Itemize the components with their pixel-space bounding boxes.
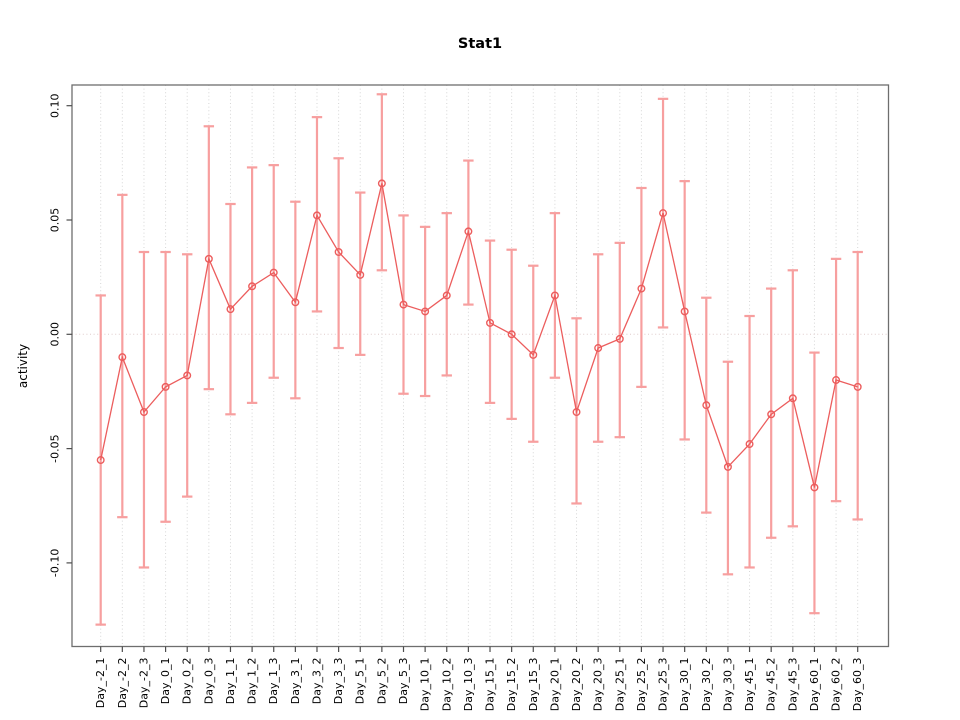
data-point — [507, 330, 516, 339]
x-tick-label: Day_3_3 — [332, 657, 345, 704]
x-axis: Day_-2_1 Day_-2_2 Day_-2_3 Day_0_1 Day_0_2 Da… — [94, 646, 864, 712]
x-tick-label: Day_10_3 — [462, 658, 475, 712]
y-tick-label: -0.05 — [49, 434, 62, 462]
x-tick-label: Day_60_3 — [851, 658, 864, 712]
data-point — [832, 376, 841, 385]
data-point — [594, 344, 603, 353]
data-point — [248, 282, 257, 291]
y-tick-label: 0.00 — [49, 322, 62, 347]
x-tick-label: Day_-2_3 — [137, 657, 150, 708]
x-tick-label: Day_20_1 — [548, 658, 561, 712]
x-tick-label: Day_30_3 — [721, 658, 734, 712]
x-tick-label: Day_1_1 — [224, 658, 237, 705]
data-point — [118, 353, 127, 362]
data-point — [399, 300, 408, 309]
x-tick-label: Day_60_2 — [830, 658, 843, 712]
data-point — [615, 334, 624, 343]
data-point — [442, 291, 451, 300]
chart-title: Stat1 — [458, 36, 502, 52]
error-bars — [95, 93, 863, 626]
data-point — [464, 227, 473, 236]
data-point — [853, 382, 862, 391]
data-point — [637, 284, 646, 293]
data-point — [204, 254, 213, 263]
x-tick-label: Day_45_2 — [765, 658, 778, 712]
data-point — [226, 305, 235, 314]
x-tick-label: Day_5_2 — [375, 658, 388, 705]
data-point — [377, 179, 386, 188]
series-line — [100, 183, 858, 488]
data-point — [745, 440, 754, 449]
x-tick-label: Day_30_2 — [700, 658, 713, 712]
plot-area: Day_-2_1 Day_-2_2 Day_-2_3 Day_0_1 Day_0_2 Da… — [49, 84, 890, 712]
data-point — [269, 268, 278, 277]
x-tick-label: Day_0_2 — [181, 658, 194, 705]
data-point — [810, 483, 819, 492]
x-tick-label: Day_20_2 — [570, 658, 583, 712]
x-tick-label: Day_15_3 — [527, 658, 540, 712]
data-point — [767, 410, 776, 419]
x-tick-label: Day_25_3 — [657, 658, 670, 712]
data-point — [529, 350, 538, 359]
data-point — [550, 291, 559, 300]
data-point — [96, 456, 105, 465]
data-point — [788, 394, 797, 403]
data-point — [312, 211, 321, 220]
data-point — [572, 408, 581, 417]
y-tick-label: -0.10 — [49, 549, 62, 577]
x-tick-label: Day_15_1 — [484, 658, 497, 712]
data-point — [183, 371, 192, 380]
x-tick-label: Day_45_3 — [786, 658, 799, 712]
x-tick-label: Day_1_3 — [267, 657, 280, 704]
x-tick-label: Day_1_2 — [246, 658, 259, 705]
x-tick-label: Day_60_1 — [808, 658, 821, 712]
x-tick-label: Day_25_1 — [613, 658, 626, 712]
data-point — [421, 307, 430, 316]
x-tick-label: Day_3_1 — [289, 658, 302, 705]
x-tick-label: Day_5_3 — [397, 657, 410, 704]
y-axis: -0.10 -0.05 0.00 0.05 0.10 — [49, 93, 72, 577]
x-tick-label: Day_45_1 — [743, 658, 756, 712]
x-tick-label: Day_10_1 — [419, 658, 432, 712]
x-tick-label: Day_3_2 — [310, 658, 323, 705]
x-tick-label: Day_-2_1 — [94, 658, 107, 709]
data-point — [334, 248, 343, 257]
data-point — [680, 307, 689, 316]
data-point — [702, 401, 711, 410]
x-tick-label: Day_30_1 — [678, 658, 691, 712]
y-tick-label: 0.10 — [49, 93, 62, 118]
x-tick-label: Day_25_2 — [635, 658, 648, 712]
plot-frame — [71, 84, 890, 648]
data-point — [291, 298, 300, 307]
data-point — [486, 318, 495, 327]
y-tick-label: 0.05 — [49, 208, 62, 233]
data-point — [723, 462, 732, 471]
x-tick-label: Day_0_1 — [159, 658, 172, 705]
markers — [96, 179, 862, 492]
x-tick-label: Day_10_2 — [440, 658, 453, 712]
data-point — [139, 408, 148, 417]
x-tick-label: Day_15_2 — [505, 658, 518, 712]
x-tick-label: Day_-2_2 — [116, 658, 129, 709]
y-axis-label: activity — [16, 344, 30, 388]
gridlines — [100, 85, 859, 647]
data-point — [161, 382, 170, 391]
x-tick-label: Day_0_3 — [202, 657, 215, 704]
data-point — [356, 270, 365, 279]
x-tick-label: Day_5_1 — [354, 658, 367, 705]
x-tick-label: Day_20_3 — [592, 658, 605, 712]
data-point — [659, 209, 668, 218]
